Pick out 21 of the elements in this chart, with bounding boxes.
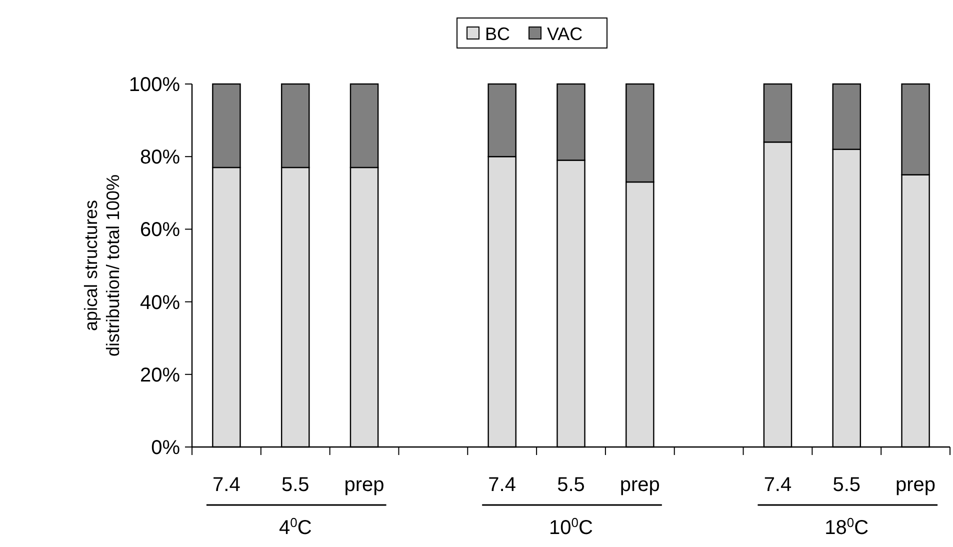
x-tick-label: prep xyxy=(896,474,936,496)
x-tick-label: prep xyxy=(620,474,660,496)
text: 4$^{0}$C xyxy=(278,514,312,539)
x-tick-label: 5.5 xyxy=(832,474,861,496)
x-tick-label: 7.4 xyxy=(764,474,792,496)
legend-label: VAC xyxy=(547,24,583,44)
x-tick-label: prep xyxy=(344,474,384,496)
y-tick-label: 0% xyxy=(151,437,180,459)
y-tick-label: 40% xyxy=(140,292,180,314)
y-tick-label: 80% xyxy=(140,146,180,169)
x-tick-label: 5.5 xyxy=(281,474,310,496)
x-tick-label: 7.4 xyxy=(212,474,240,496)
x-tick-label: 5.5 xyxy=(557,474,585,496)
legend-label: BC xyxy=(485,24,510,44)
y-tick-label: 60% xyxy=(140,219,180,242)
y-axis-title: apical structures distribution/ total 100% xyxy=(81,174,123,357)
x-tick-label: 7.4 xyxy=(488,474,516,496)
text: 18$^{0}$C xyxy=(824,514,869,539)
y-tick-label: 20% xyxy=(140,364,180,386)
y-tick-label: 100% xyxy=(128,74,180,96)
text: 10$^{0}$C xyxy=(549,514,593,539)
